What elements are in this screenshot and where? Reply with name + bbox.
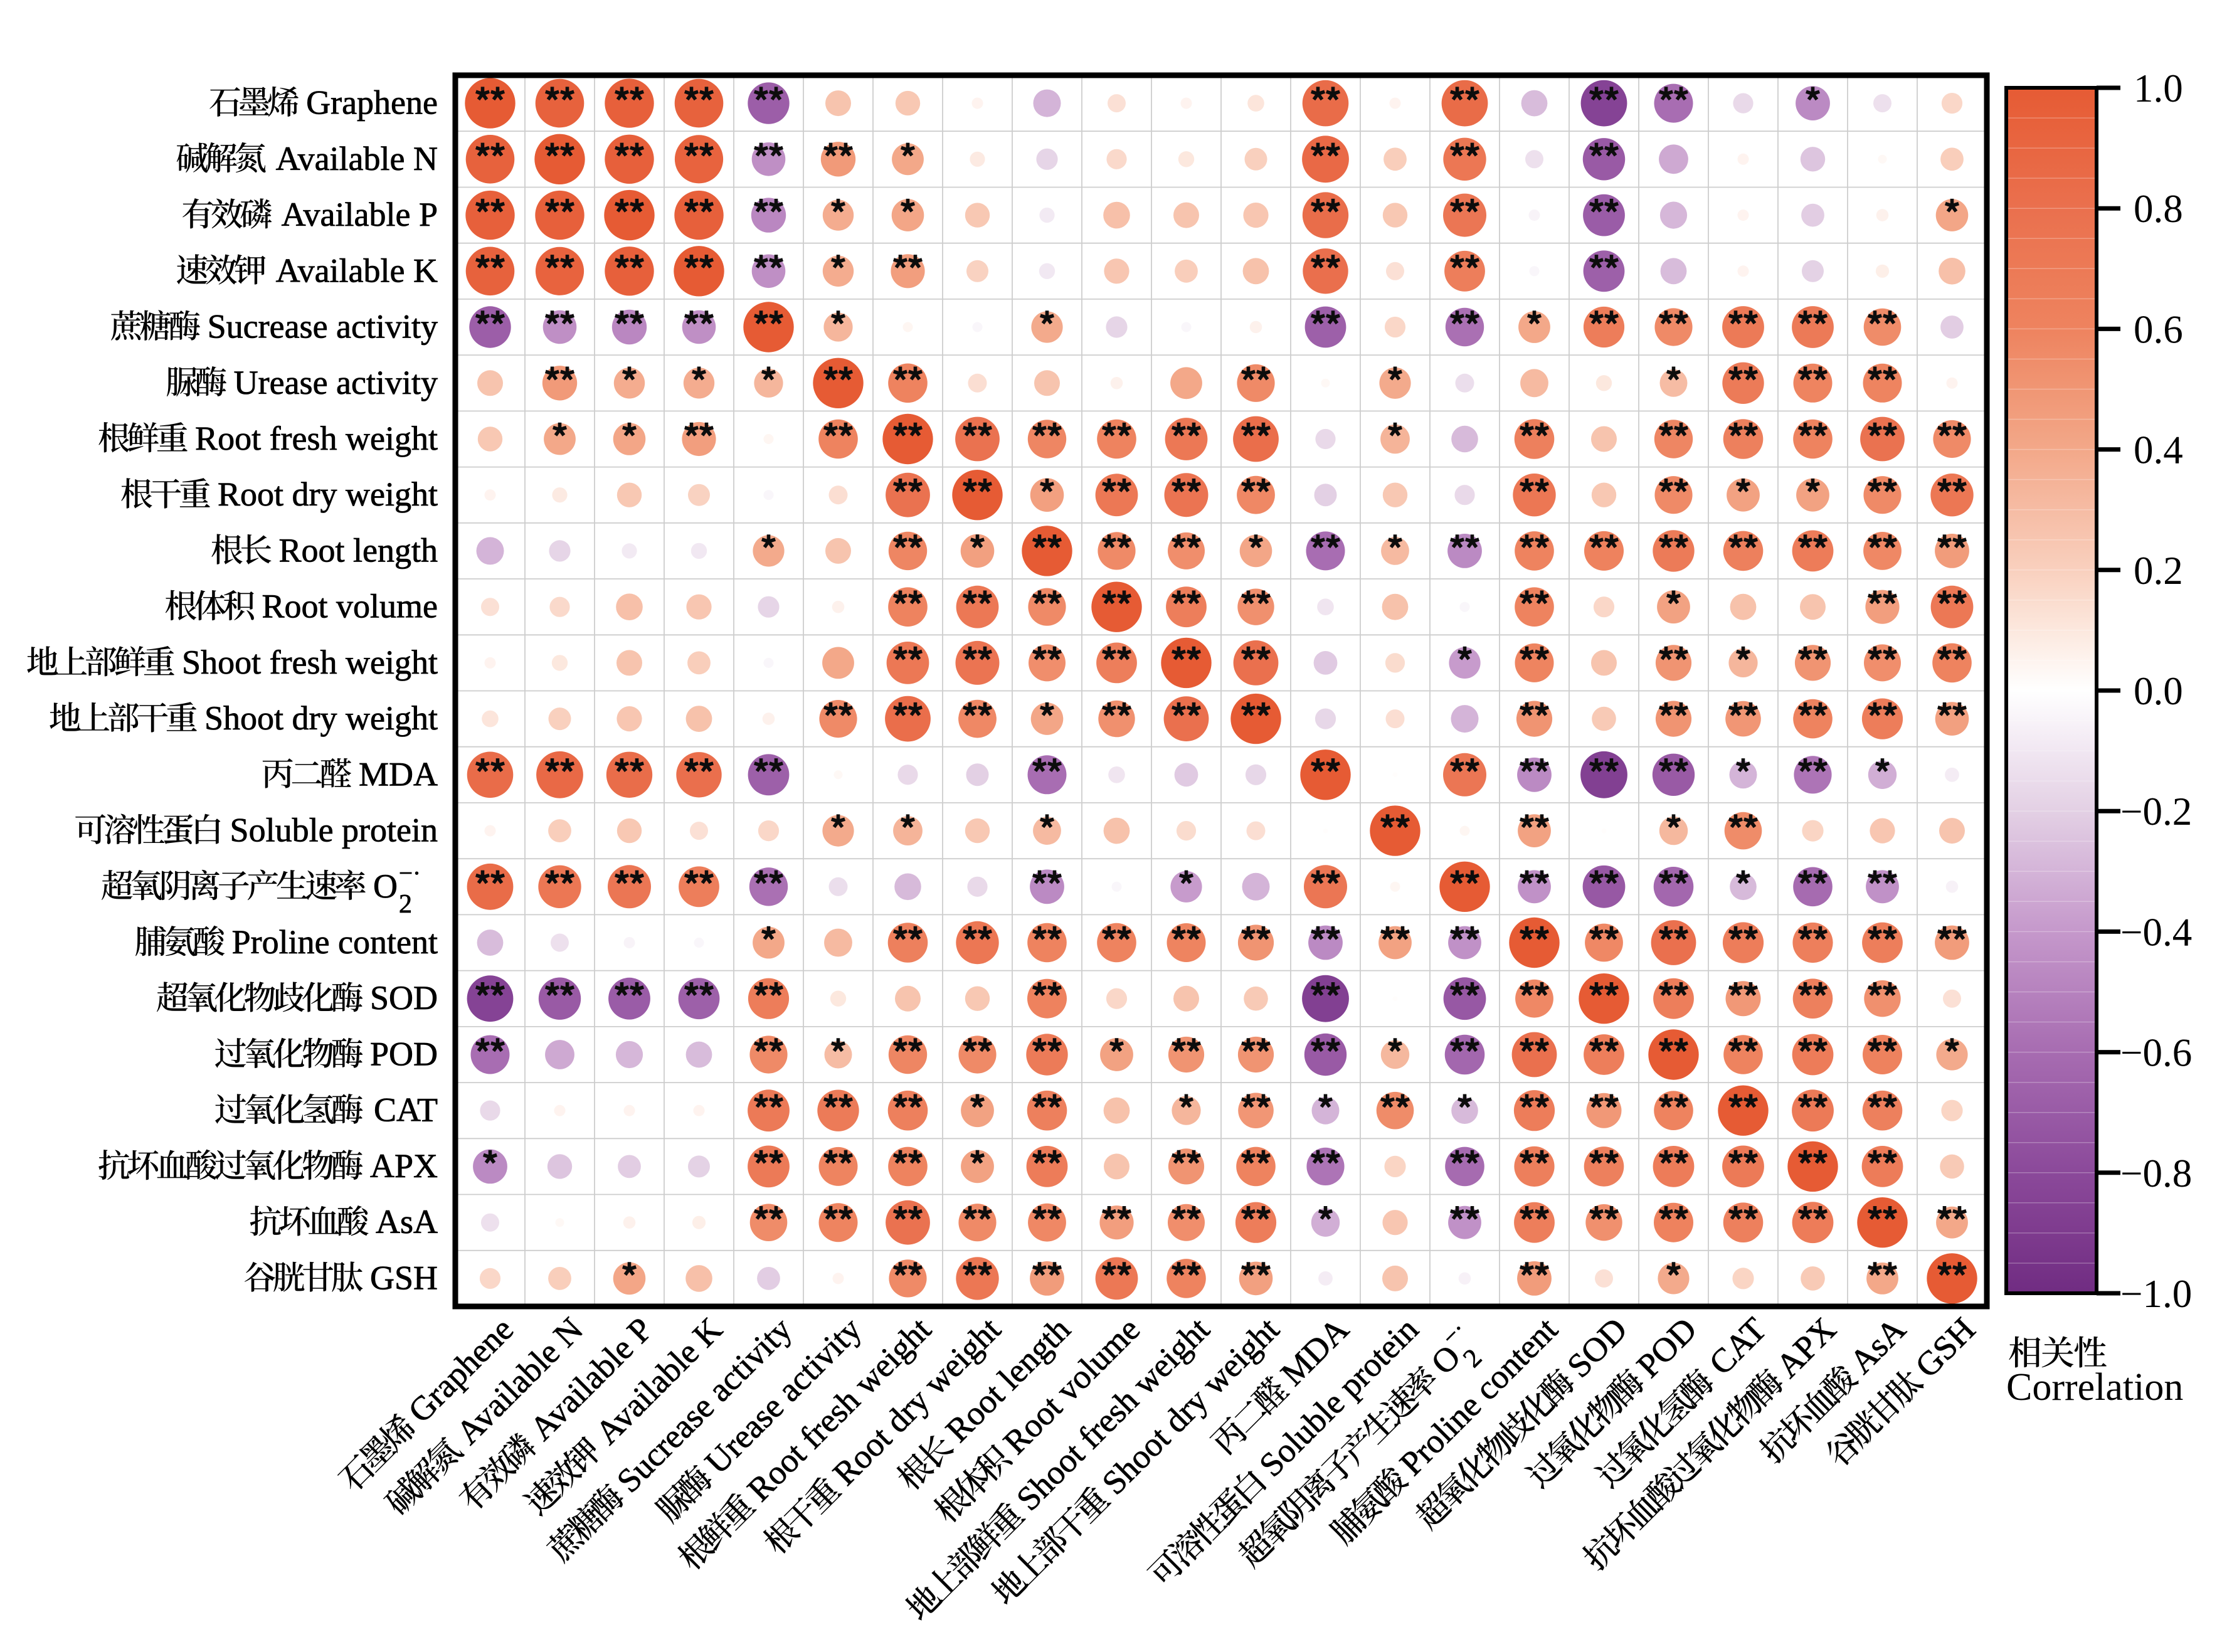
svg-text:−1.0: −1.0 xyxy=(2120,1272,2192,1316)
svg-text:0.6: 0.6 xyxy=(2134,307,2183,351)
svg-text:Available N: Available N xyxy=(276,140,438,177)
svg-text:Root dry weight: Root dry weight xyxy=(218,475,438,513)
svg-text:Root length: Root length xyxy=(279,531,438,569)
svg-text:AsA: AsA xyxy=(376,1203,438,1241)
svg-text:Sucrease activity: Sucrease activity xyxy=(208,308,438,346)
svg-text:Root volume: Root volume xyxy=(262,588,438,625)
svg-text:CAT: CAT xyxy=(374,1091,438,1129)
svg-text:GSH: GSH xyxy=(370,1259,438,1296)
svg-text:APX: APX xyxy=(370,1147,438,1185)
svg-text:Shoot fresh weight: Shoot fresh weight xyxy=(182,643,438,681)
svg-text:1.0: 1.0 xyxy=(2134,66,2183,110)
svg-text:Shoot dry weight: Shoot dry weight xyxy=(204,699,438,737)
svg-text:Graphene: Graphene xyxy=(306,84,438,122)
svg-text:−0.4: −0.4 xyxy=(2120,910,2192,954)
svg-text:Correlation: Correlation xyxy=(2006,1366,2183,1409)
svg-text:Available P: Available P xyxy=(282,196,438,233)
svg-text:−·: −· xyxy=(399,860,421,887)
svg-text:0.8: 0.8 xyxy=(2134,187,2183,231)
svg-text:0.0: 0.0 xyxy=(2134,669,2183,713)
svg-text:MDA: MDA xyxy=(359,755,438,793)
svg-text:−0.2: −0.2 xyxy=(2120,790,2192,834)
svg-text:POD: POD xyxy=(370,1035,438,1073)
svg-text:SOD: SOD xyxy=(370,979,438,1017)
svg-text:0.2: 0.2 xyxy=(2134,549,2183,593)
svg-text:Proline content: Proline content xyxy=(232,923,438,961)
svg-text:Root fresh weight: Root fresh weight xyxy=(195,420,438,457)
svg-text:Urease activity: Urease activity xyxy=(234,364,438,401)
svg-text:Available K: Available K xyxy=(276,252,438,289)
svg-text:−0.6: −0.6 xyxy=(2120,1031,2192,1075)
svg-text:O: O xyxy=(373,867,398,905)
svg-text:−0.8: −0.8 xyxy=(2120,1152,2192,1195)
svg-text:Soluble protein: Soluble protein xyxy=(230,812,438,849)
svg-text:2: 2 xyxy=(399,890,412,919)
svg-text:0.4: 0.4 xyxy=(2134,428,2183,472)
